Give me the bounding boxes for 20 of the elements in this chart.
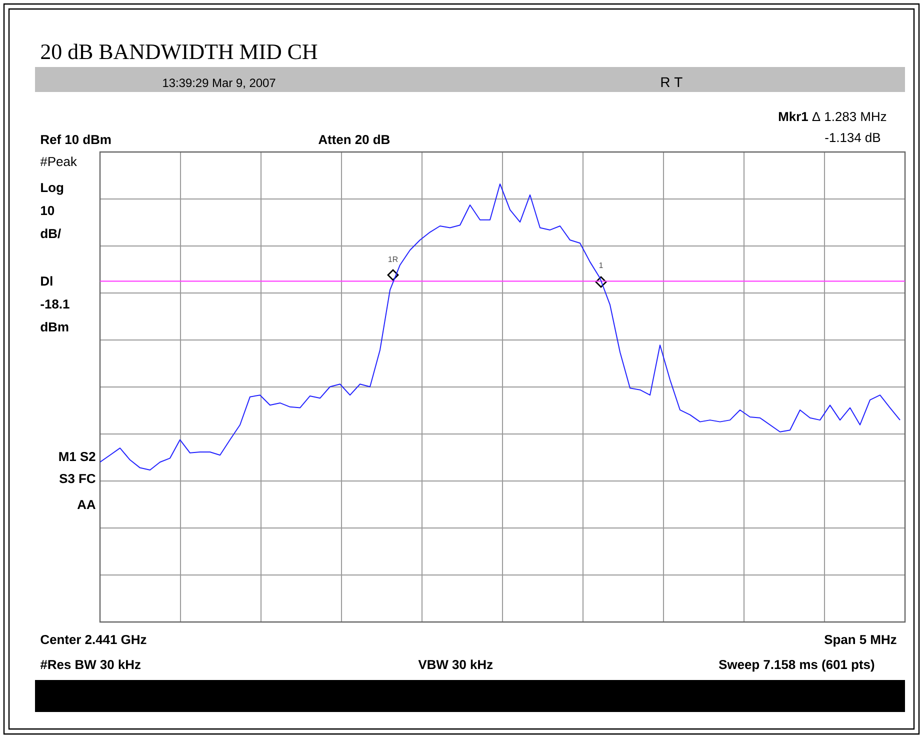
text: Sweep 7.158 ms (601 pts) — [718, 660, 874, 672]
text: #Res BW 30 kHz — [40, 660, 140, 670]
text: #Peak — [40, 156, 77, 166]
text: dB/ — [40, 228, 61, 238]
text: -1.134 dB — [825, 132, 880, 142]
text: VBW 30 kHz — [418, 660, 493, 670]
text: M1 S2 — [59, 452, 96, 462]
chart-title: 20 dB BANDWIDTH MID CH — [41, 44, 318, 60]
text: AA — [77, 500, 96, 509]
text: Ref 10 dBm — [41, 134, 111, 144]
text: 10 — [41, 206, 54, 216]
text: Center 2.441 GHz — [40, 634, 146, 644]
text: Atten 20 dB — [318, 134, 390, 144]
text: 13:39:29 Mar 9, 2007 — [163, 78, 276, 89]
text: Span 5 MHz — [824, 634, 896, 647]
text: Mkr1 Δ 1.283 MHz — [778, 112, 886, 122]
text: Log — [41, 183, 64, 195]
text: S3 FC — [59, 474, 96, 484]
ref-line-label: Dl -18.1 dBm — [40, 276, 70, 332]
text: R T — [661, 77, 682, 87]
